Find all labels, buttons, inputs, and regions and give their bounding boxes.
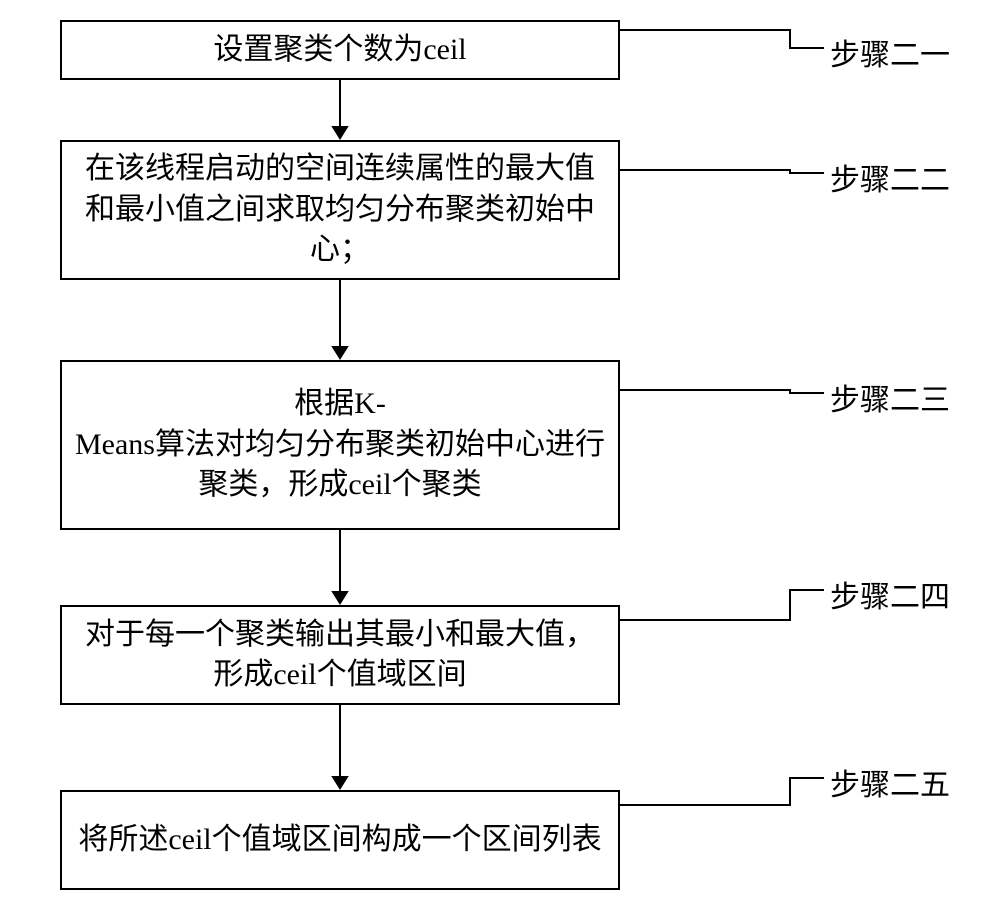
flowchart-container: 设置聚类个数为ceil在该线程启动的空间连续属性的最大值和最小值之间求取均匀分布… [0,0,1000,916]
leader-line-s25 [0,0,1000,916]
